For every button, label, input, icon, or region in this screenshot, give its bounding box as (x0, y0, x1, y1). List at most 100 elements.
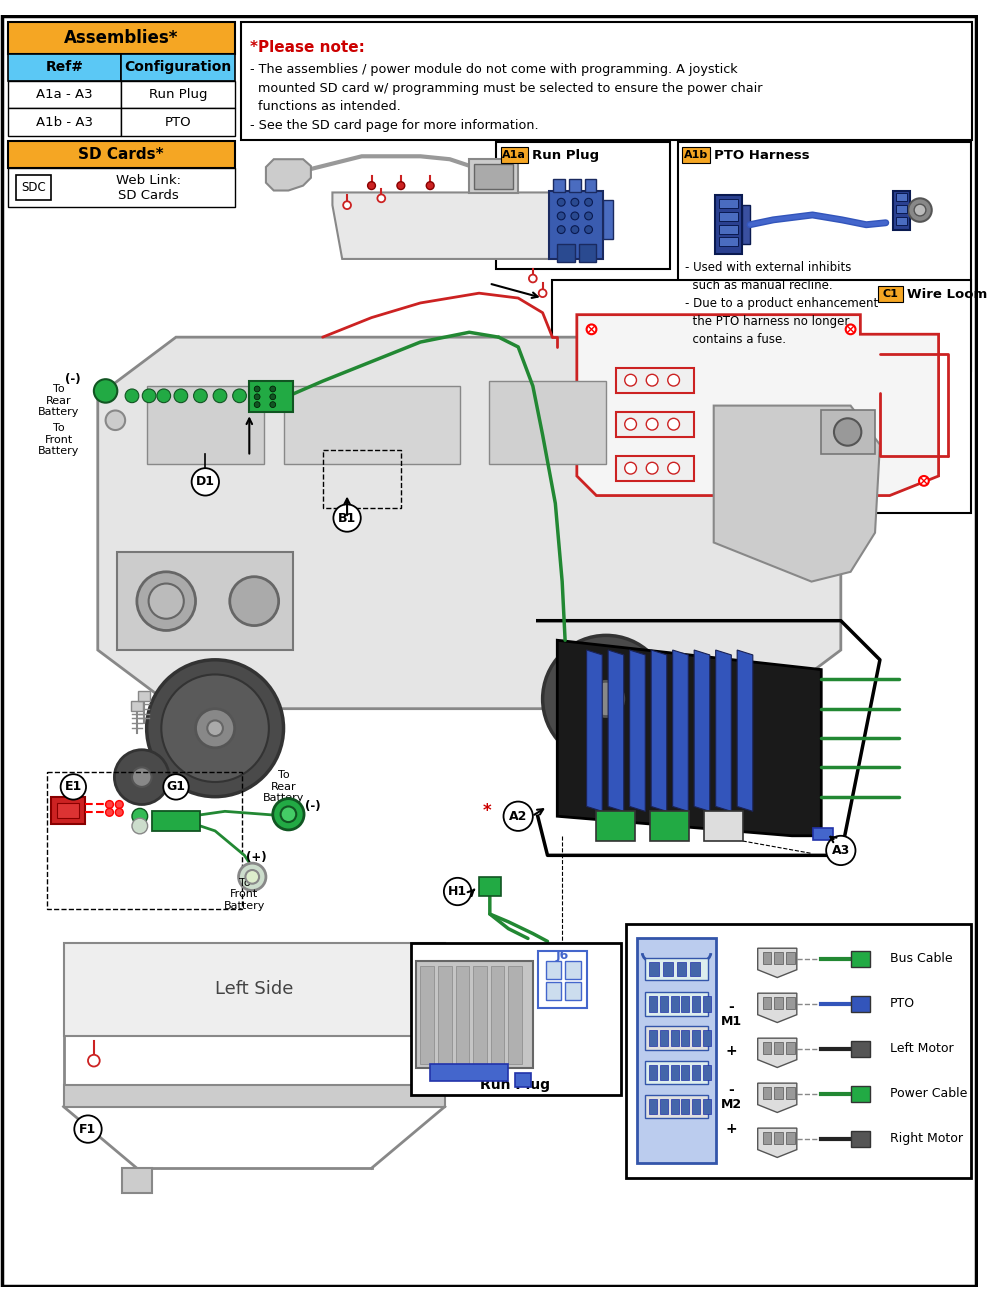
Circle shape (88, 1055, 100, 1066)
Circle shape (834, 418, 861, 445)
Bar (430, 1064, 508, 1081)
Bar (596, 811, 635, 841)
Circle shape (137, 572, 196, 630)
Bar (16, 174, 51, 201)
Text: PTO: PTO (890, 997, 915, 1010)
Text: H1: H1 (448, 885, 467, 898)
Circle shape (557, 198, 565, 206)
Polygon shape (758, 1038, 797, 1068)
Bar (501, 147, 528, 163)
Bar (774, 997, 783, 1009)
Bar (456, 966, 469, 1064)
Circle shape (557, 650, 655, 747)
Bar (645, 992, 708, 1016)
Circle shape (919, 477, 929, 486)
Bar (703, 1099, 711, 1115)
Circle shape (106, 809, 113, 816)
Bar (681, 1030, 689, 1046)
Circle shape (625, 462, 636, 474)
Circle shape (543, 635, 670, 763)
Bar (681, 1065, 689, 1081)
Text: A3: A3 (832, 844, 850, 857)
Bar (473, 966, 487, 1064)
Text: G1: G1 (166, 780, 185, 793)
Bar (878, 286, 903, 302)
Circle shape (273, 798, 304, 829)
Circle shape (132, 809, 148, 824)
Bar (552, 280, 971, 513)
Bar (585, 178, 596, 193)
Text: Ref#: Ref# (46, 60, 84, 74)
Bar (677, 962, 686, 975)
Polygon shape (694, 650, 710, 811)
Bar (719, 199, 738, 208)
Bar (323, 449, 401, 508)
Circle shape (254, 402, 260, 408)
Circle shape (157, 389, 171, 402)
Bar (121, 81, 235, 108)
Bar (851, 1042, 870, 1057)
Bar (121, 53, 235, 81)
Bar (8, 108, 121, 135)
Circle shape (207, 720, 223, 736)
Circle shape (587, 324, 596, 335)
Text: A1b: A1b (684, 150, 708, 160)
Bar (682, 147, 710, 163)
Circle shape (281, 806, 296, 822)
Bar (786, 952, 795, 963)
Bar (671, 1065, 679, 1081)
Text: *Please note:: *Please note: (250, 40, 365, 55)
Bar (491, 966, 504, 1064)
Bar (241, 22, 972, 139)
Text: A1a: A1a (502, 150, 526, 160)
Bar (515, 1073, 531, 1087)
Bar (703, 996, 711, 1012)
Bar (851, 1131, 870, 1147)
Bar (786, 1042, 795, 1053)
Text: SDC: SDC (21, 181, 46, 194)
Text: M2: M2 (721, 1098, 742, 1111)
Bar (829, 844, 849, 855)
Bar (851, 1086, 870, 1101)
Bar (851, 952, 870, 967)
Bar (553, 178, 565, 193)
Circle shape (646, 462, 658, 474)
Bar (703, 1065, 711, 1081)
Text: *: * (483, 802, 491, 820)
Text: (-): (-) (305, 799, 321, 812)
Circle shape (585, 212, 592, 220)
Polygon shape (557, 641, 821, 836)
Polygon shape (758, 1083, 797, 1112)
Text: To
Front
Battery: To Front Battery (38, 423, 79, 457)
Bar (474, 164, 513, 189)
Text: Left Side: Left Side (215, 980, 293, 999)
Polygon shape (758, 1128, 797, 1157)
Circle shape (245, 870, 259, 884)
Circle shape (625, 374, 636, 387)
Bar (704, 811, 743, 841)
Circle shape (908, 198, 932, 221)
Bar (57, 802, 79, 818)
Bar (557, 245, 575, 262)
Circle shape (61, 775, 86, 799)
Circle shape (668, 462, 679, 474)
Circle shape (106, 410, 125, 430)
Bar (821, 410, 875, 454)
Text: - The assemblies / power module do not come with programming. A joystick
  mount: - The assemblies / power module do not c… (250, 64, 763, 132)
Text: +: + (725, 1044, 737, 1059)
Bar (678, 142, 971, 371)
Circle shape (254, 395, 260, 400)
Circle shape (132, 818, 148, 833)
Bar (138, 691, 150, 700)
Circle shape (115, 809, 123, 816)
Text: Right Motor: Right Motor (890, 1133, 963, 1146)
Circle shape (826, 836, 855, 865)
Circle shape (668, 374, 679, 387)
Text: (-): (-) (65, 372, 80, 385)
Bar (774, 1042, 783, 1053)
Polygon shape (608, 650, 624, 811)
Bar (8, 141, 235, 168)
Bar (671, 1099, 679, 1115)
Bar (719, 237, 738, 246)
Text: Run Plug: Run Plug (532, 148, 599, 161)
